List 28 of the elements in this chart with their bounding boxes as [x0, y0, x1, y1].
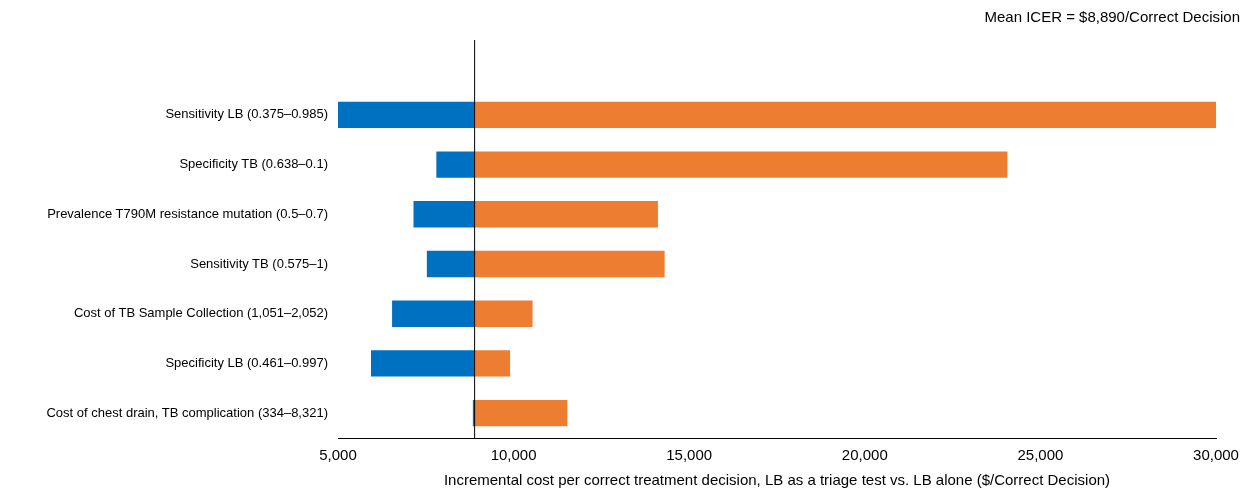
- bar: [338, 101, 475, 129]
- y-tick-label: Sensitivity TB (0.575–1): [190, 255, 328, 271]
- x-tick-label: 10,000: [490, 446, 537, 464]
- bar: [474, 250, 665, 278]
- x-tick-label: 30,000: [1193, 446, 1239, 464]
- y-tick-label: Cost of TB Sample Collection (1,051–2,052): [73, 305, 328, 321]
- x-axis-title: Incremental cost per correct treatment decision, LB as a triage test vs. LB alone ($/Correct Decision): [443, 471, 1111, 489]
- y-tick-label: Prevalence T790M resistance mutation (0.5–0.7): [47, 205, 328, 221]
- bar: [474, 151, 1008, 178]
- y-tick-label: Specificity LB (0.461–0.997): [165, 355, 328, 371]
- x-tick-label: 15,000: [666, 446, 713, 464]
- bar: [371, 350, 475, 377]
- bar: [413, 201, 475, 228]
- bar: [474, 300, 533, 327]
- y-tick-label: Specificity TB (0.638–0.1): [179, 156, 328, 172]
- bar: [474, 399, 568, 427]
- x-tick-label: 25,000: [1017, 446, 1064, 464]
- bar: [392, 300, 475, 327]
- x-tick-label: 20,000: [841, 446, 888, 464]
- bar: [474, 350, 511, 377]
- bar: [436, 151, 475, 178]
- y-tick-label: Sensitivity LB (0.375–0.985): [165, 106, 328, 122]
- bar: [474, 101, 1216, 129]
- bar: [474, 201, 658, 228]
- y-tick-label: Cost of chest drain, TB complication (334–8,321): [46, 404, 328, 420]
- bar: [426, 250, 475, 278]
- x-tick-label: 5,000: [319, 446, 357, 464]
- ref-line-label: Mean ICER = $8,890/Correct Decision: [984, 8, 1240, 26]
